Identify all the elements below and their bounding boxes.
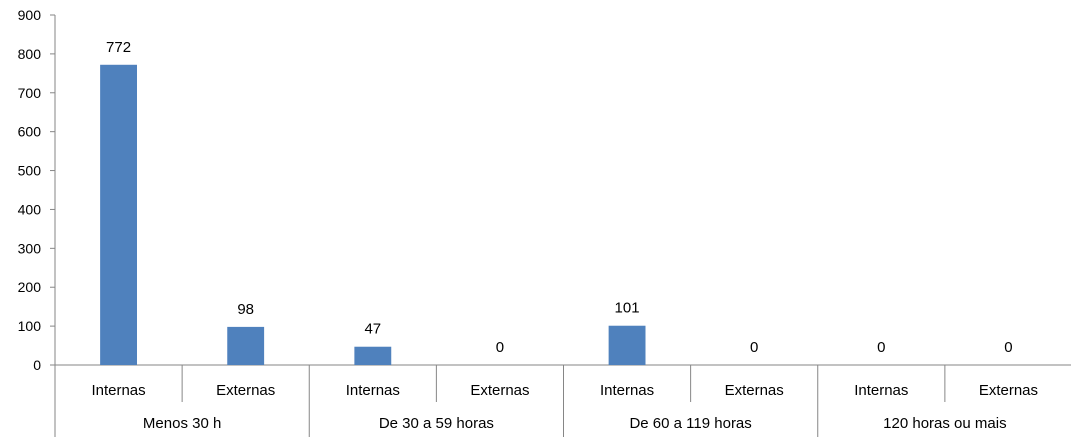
data-label: 0 (750, 339, 758, 356)
bar (100, 64, 137, 366)
data-label: 0 (877, 339, 885, 356)
y-tick-label: 800 (18, 46, 42, 62)
category-label: Externas (979, 382, 1038, 399)
bars-layer (100, 64, 646, 366)
group-label: De 60 a 119 horas (629, 415, 751, 432)
x-axis-categories: Menos 30 h Internas Externas De 30 a 59 hor… (91, 382, 1038, 432)
category-label: Externas (725, 382, 784, 399)
y-tick-label: 700 (18, 85, 42, 101)
bar (354, 346, 392, 365)
group-label: 120 horas ou mais (883, 415, 1006, 432)
chart-axes (54, 15, 1071, 437)
data-label: 101 (615, 300, 640, 317)
y-tick-label: 400 (18, 201, 42, 217)
y-tick-label: 300 (18, 240, 42, 256)
data-labels-layer: 772 98 47 0 101 0 0 0 (106, 39, 1013, 356)
y-tick-label: 900 (18, 7, 42, 23)
y-tick-label: 0 (33, 357, 41, 373)
category-label: Internas (854, 382, 908, 399)
bar (227, 326, 265, 365)
category-label: Externas (216, 382, 275, 399)
bar (608, 325, 646, 365)
y-tick-label: 600 (18, 124, 42, 140)
data-label: 47 (364, 321, 381, 338)
data-label: 0 (1004, 339, 1012, 356)
y-tick-label: 200 (18, 279, 42, 295)
y-tick-label: 500 (18, 163, 42, 179)
group-label: De 30 a 59 horas (379, 415, 494, 432)
group-label: Menos 30 h (143, 415, 221, 432)
data-label: 0 (496, 339, 504, 356)
y-tick-label: 100 (18, 318, 42, 334)
category-label: Internas (346, 382, 400, 399)
category-label: Internas (91, 382, 145, 399)
category-label: Externas (470, 382, 529, 399)
category-label: Internas (600, 382, 654, 399)
y-axis-ticks: 0 100 200 300 400 500 600 700 800 900 (18, 7, 55, 373)
data-label: 98 (237, 301, 254, 318)
data-label: 772 (106, 39, 131, 56)
